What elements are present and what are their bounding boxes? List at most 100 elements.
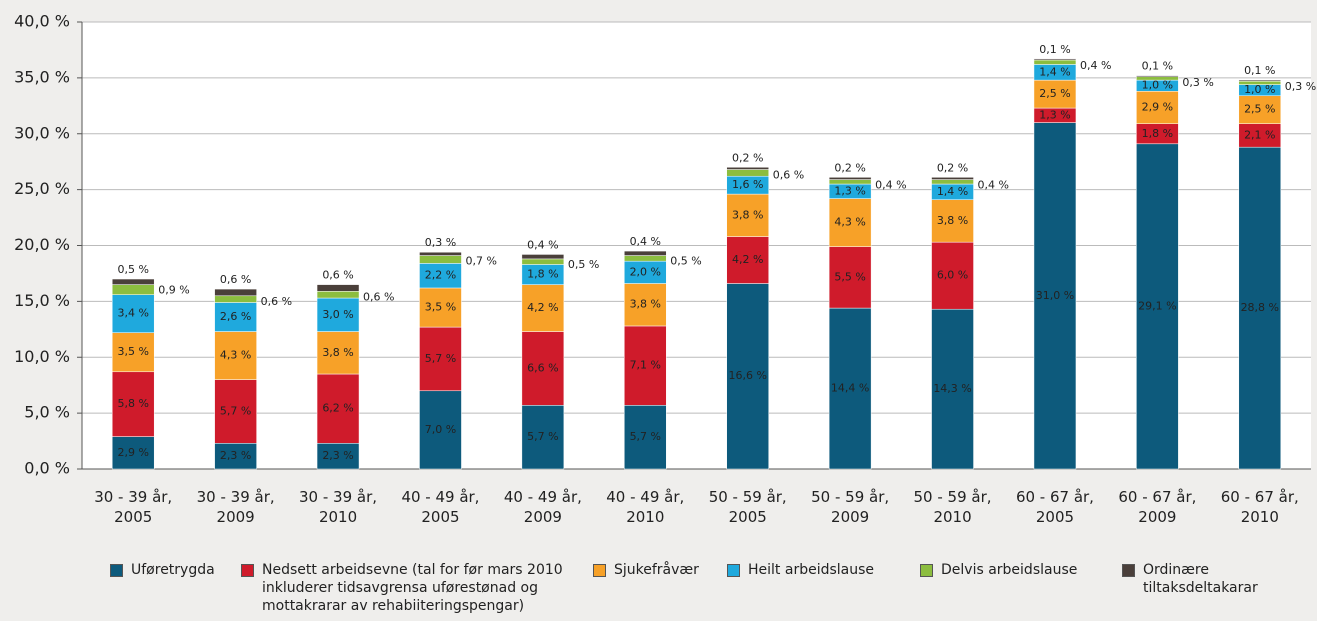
x-tick-label: 40 - 49 år, 2010 bbox=[606, 488, 684, 526]
data-label: 2,0 % bbox=[630, 265, 661, 278]
x-tick-label: 30 - 39 år, 2009 bbox=[197, 488, 275, 526]
data-label: 0,4 % bbox=[527, 238, 558, 251]
legend-label: Uføretrygda bbox=[131, 562, 215, 578]
bar-segment bbox=[214, 288, 257, 297]
bar-segment bbox=[214, 331, 257, 380]
bar-segment bbox=[1136, 75, 1179, 78]
data-label: 0,2 % bbox=[732, 151, 763, 164]
data-label: 0,6 % bbox=[363, 290, 394, 303]
bar-segment bbox=[521, 405, 565, 470]
legend-swatch bbox=[110, 564, 123, 577]
bar-segment bbox=[931, 177, 974, 180]
bar-segment bbox=[419, 255, 462, 264]
x-tick-line: 40 - 49 år, bbox=[504, 488, 582, 506]
bar-segment bbox=[1136, 91, 1179, 124]
data-label: 14,4 % bbox=[831, 382, 869, 395]
x-tick-line: 40 - 49 år, bbox=[606, 488, 684, 506]
data-label: 6,6 % bbox=[527, 361, 558, 374]
legend-item: Heilt arbeidslause bbox=[727, 561, 907, 579]
x-tick-label: 50 - 59 år, 2010 bbox=[914, 488, 992, 526]
x-tick-line: 2010 bbox=[319, 508, 357, 526]
data-label: 14,3 % bbox=[933, 382, 971, 395]
bar-segment bbox=[726, 283, 769, 470]
bar-segment bbox=[624, 283, 667, 327]
bar-segment bbox=[1033, 122, 1077, 470]
data-label: 5,5 % bbox=[834, 270, 865, 283]
data-label: 1,8 % bbox=[1142, 127, 1173, 140]
data-label: 1,6 % bbox=[732, 178, 763, 191]
data-label: 2,6 % bbox=[220, 310, 251, 323]
x-tick-line: 2009 bbox=[217, 508, 255, 526]
x-tick-line: 50 - 59 år, bbox=[709, 488, 787, 506]
x-tick-line: 30 - 39 år, bbox=[197, 488, 275, 506]
bar-segment bbox=[111, 436, 155, 470]
y-tick-label: 10,0 % bbox=[14, 347, 70, 366]
data-label: 0,6 % bbox=[322, 269, 353, 282]
x-tick-line: 2005 bbox=[1036, 508, 1074, 526]
bar-segment bbox=[828, 198, 872, 247]
bar-segment bbox=[111, 284, 155, 295]
data-label: 0,5 % bbox=[117, 263, 148, 276]
x-tick-line: 2005 bbox=[729, 508, 767, 526]
data-label: 4,3 % bbox=[220, 349, 251, 362]
data-label: 5,7 % bbox=[425, 352, 456, 365]
bar-segment bbox=[316, 284, 360, 292]
data-label: 28,8 % bbox=[1241, 301, 1279, 314]
bar-segment bbox=[624, 405, 667, 470]
data-label: 2,5 % bbox=[1244, 103, 1275, 116]
bar-segment bbox=[828, 307, 872, 470]
bar-segment bbox=[419, 326, 462, 392]
bar-segment bbox=[726, 169, 769, 177]
data-label: 5,7 % bbox=[527, 430, 558, 443]
legend-item: Delvis arbeidslause bbox=[920, 561, 1110, 579]
bar-segment bbox=[316, 373, 360, 444]
x-tick-label: 50 - 59 år, 2005 bbox=[709, 488, 787, 526]
data-label: 1,3 % bbox=[1039, 108, 1070, 121]
legend-item: Sjukefråvær bbox=[593, 561, 713, 579]
legend-swatch bbox=[1122, 564, 1135, 577]
data-label: 0,4 % bbox=[978, 179, 1009, 192]
x-tick-label: 50 - 59 år, 2009 bbox=[811, 488, 889, 526]
data-label: 2,9 % bbox=[1142, 100, 1173, 113]
data-label: 0,7 % bbox=[465, 255, 496, 268]
data-label: 2,3 % bbox=[322, 449, 353, 462]
data-label: 3,8 % bbox=[322, 346, 353, 359]
bar-segment bbox=[1238, 146, 1282, 470]
x-tick-line: 2010 bbox=[1241, 508, 1279, 526]
y-tick-label: 25,0 % bbox=[14, 179, 70, 198]
data-label: 4,2 % bbox=[732, 253, 763, 266]
data-label: 1,0 % bbox=[1142, 79, 1173, 92]
bar-segment bbox=[521, 331, 565, 406]
data-label: 4,2 % bbox=[527, 301, 558, 314]
data-label: 0,3 % bbox=[425, 236, 456, 249]
data-label: 3,8 % bbox=[630, 298, 661, 311]
legend-swatch bbox=[241, 564, 254, 577]
data-label: 0,5 % bbox=[670, 255, 701, 268]
legend-swatch bbox=[727, 564, 740, 577]
data-label: 2,3 % bbox=[220, 449, 251, 462]
data-label: 2,1 % bbox=[1244, 128, 1275, 141]
data-label: 2,2 % bbox=[425, 269, 456, 282]
data-label: 0,6 % bbox=[261, 295, 292, 308]
data-label: 7,1 % bbox=[630, 359, 661, 372]
legend-item: Nedsett arbeidsevne (tal for før mars 20… bbox=[241, 561, 581, 615]
data-label: 6,0 % bbox=[937, 269, 968, 282]
bar-segment bbox=[316, 291, 360, 299]
x-tick-line: 2005 bbox=[421, 508, 459, 526]
x-tick-line: 30 - 39 år, bbox=[299, 488, 377, 506]
data-label: 0,2 % bbox=[834, 161, 865, 174]
bar-segment bbox=[931, 241, 974, 310]
data-label: 1,0 % bbox=[1244, 83, 1275, 96]
data-label: 7,0 % bbox=[425, 423, 456, 436]
bar-segment bbox=[1238, 95, 1282, 124]
bar-segment bbox=[111, 294, 155, 333]
bar-segment bbox=[726, 167, 769, 170]
legend-swatch bbox=[920, 564, 933, 577]
data-label: 0,4 % bbox=[875, 179, 906, 192]
x-tick-line: 30 - 39 år, bbox=[94, 488, 172, 506]
bar-segment bbox=[931, 199, 974, 243]
data-label: 3,0 % bbox=[322, 308, 353, 321]
data-label: 31,0 % bbox=[1036, 289, 1074, 302]
data-label: 6,2 % bbox=[322, 402, 353, 415]
data-label: 2,9 % bbox=[117, 446, 148, 459]
